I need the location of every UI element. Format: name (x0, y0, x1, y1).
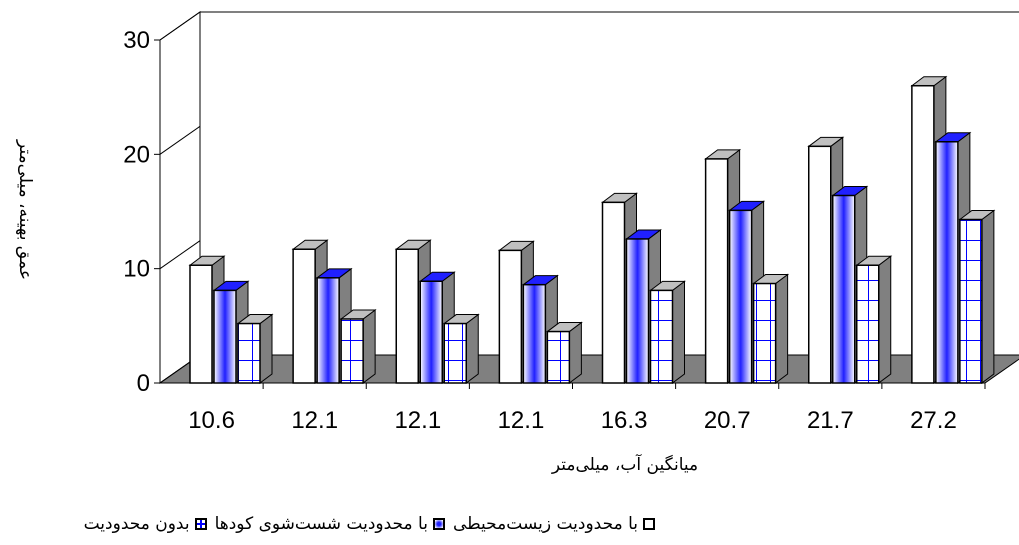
x-axis-label: میانگین آب، میلی‌متر (551, 453, 698, 475)
legend-swatch (194, 518, 207, 530)
y-tick-label: 0 (137, 370, 150, 397)
legend-label: با محدودیت شست‌شوی کودها (214, 514, 428, 534)
bar (443, 322, 467, 384)
bar (752, 282, 777, 384)
y-tick-label: 20 (123, 141, 150, 168)
x-tick-label: 27.2 (910, 407, 957, 434)
bar (959, 218, 983, 384)
x-tick-label: 10.6 (188, 407, 235, 434)
bar (728, 209, 753, 384)
bar (911, 84, 935, 384)
bar-side (259, 313, 273, 384)
wall-tick (159, 11, 201, 41)
bar (601, 201, 626, 384)
bar (935, 141, 959, 384)
bar (213, 289, 237, 384)
bar (419, 280, 443, 384)
x-tick-label: 20.7 (704, 407, 751, 434)
legend-label: با محدودیت زیست‌محیطی (452, 514, 638, 534)
legend-item: بدون محدودیت (84, 514, 207, 534)
bar (808, 145, 832, 384)
legend-swatch (643, 518, 655, 530)
bar-side (465, 313, 479, 384)
bar (189, 264, 213, 384)
bar (522, 283, 547, 384)
bar-side (981, 209, 995, 384)
bar (498, 249, 523, 384)
bar (625, 238, 650, 384)
legend: با محدودیت زیست‌محیطی با محدودیت شست‌شوی … (84, 514, 655, 534)
x-tick-label: 12.1 (394, 407, 441, 434)
wall-tick (159, 125, 201, 155)
y-tick-label: 30 (123, 27, 150, 54)
x-tick-label: 21.7 (807, 407, 854, 434)
bar-side (672, 280, 685, 384)
bar-side (362, 308, 376, 384)
bar (292, 248, 316, 384)
bar (832, 194, 856, 384)
bar (546, 330, 571, 384)
x-tick-label: 16.3 (601, 407, 648, 434)
bar (316, 277, 340, 384)
bar-side (878, 255, 892, 384)
bar (704, 158, 729, 384)
x-tick-label: 12.1 (498, 407, 545, 434)
bar-side (775, 273, 789, 384)
bar-side (568, 321, 582, 384)
legend-item: با محدودیت شست‌شوی کودها (215, 514, 445, 534)
legend-label: بدون محدودیت (83, 514, 190, 534)
wall-tick (159, 240, 201, 270)
x-tick-label: 12.1 (291, 407, 338, 434)
bar (395, 248, 419, 384)
bar (856, 264, 880, 384)
y-tick-label: 10 (123, 256, 150, 283)
y-axis-label: عمق بهینه، میلی‌متر (15, 139, 35, 280)
legend-swatch (432, 518, 445, 530)
legend-item: با محدودیت زیست‌محیطی (453, 514, 655, 534)
bar (340, 318, 364, 384)
bar (649, 289, 674, 384)
bar (237, 322, 261, 384)
